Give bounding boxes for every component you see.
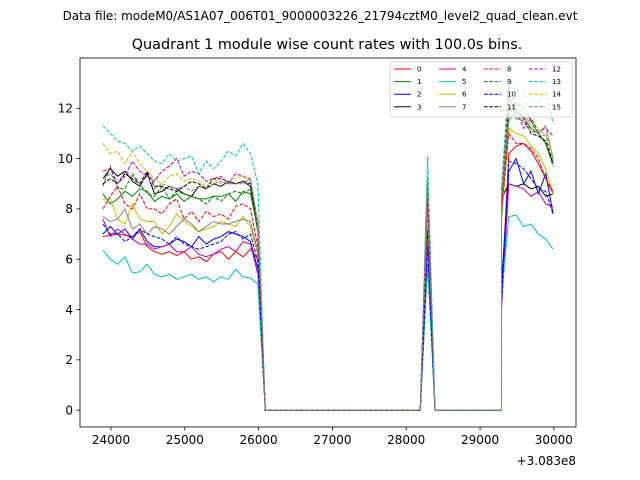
legend-label-8: 8 <box>507 66 511 74</box>
series-line-0 <box>102 142 554 411</box>
legend-label-4: 4 <box>462 66 467 74</box>
series-line-9 <box>102 106 554 411</box>
series-line-15 <box>102 107 554 411</box>
series-line-14 <box>102 99 554 411</box>
series-line-8 <box>102 132 554 411</box>
legend-label-10: 10 <box>507 91 516 99</box>
legend-label-6: 6 <box>462 91 467 99</box>
legend-label-0: 0 <box>417 66 421 74</box>
legend-label-9: 9 <box>507 78 511 86</box>
x-tick-label: 27000 <box>313 433 351 447</box>
x-tick-label: 30000 <box>535 433 573 447</box>
legend-label-3: 3 <box>417 103 421 111</box>
series-line-1 <box>102 102 554 411</box>
x-tick-label: 24000 <box>92 433 130 447</box>
series-line-3 <box>102 167 554 411</box>
legend-label-7: 7 <box>462 103 466 111</box>
y-tick-label: 8 <box>65 202 73 216</box>
legend-label-13: 13 <box>552 78 561 86</box>
legend-label-2: 2 <box>417 91 421 99</box>
x-offset-label: +3.083e8 <box>517 454 576 468</box>
legend-label-5: 5 <box>462 78 466 86</box>
y-tick-label: 0 <box>65 403 73 417</box>
y-tick-label: 10 <box>58 152 73 166</box>
series-line-13 <box>102 76 554 411</box>
legend-label-15: 15 <box>552 103 561 111</box>
y-tick-label: 4 <box>65 303 73 317</box>
figure-suptitle: Data file: modeM0/AS1A07_006T01_90000032… <box>63 9 578 23</box>
series-line-2 <box>102 157 554 411</box>
y-tick-label: 6 <box>65 253 73 267</box>
series-line-11 <box>102 96 554 411</box>
x-tick-label: 25000 <box>166 433 204 447</box>
chart-title: Quadrant 1 module wise count rates with … <box>132 37 523 53</box>
x-tick-label: 28000 <box>387 433 425 447</box>
plot-axes-frame <box>79 57 577 428</box>
legend-label-11: 11 <box>507 103 516 111</box>
legend-frame <box>389 61 573 118</box>
series-line-12 <box>102 85 554 411</box>
series-line-10 <box>102 160 554 411</box>
series-line-7 <box>102 110 554 411</box>
legend-label-12: 12 <box>552 66 561 74</box>
y-tick-label: 12 <box>58 102 73 116</box>
legend-label-14: 14 <box>552 91 561 99</box>
legend-label-1: 1 <box>417 78 421 86</box>
series-line-6 <box>102 127 554 411</box>
axis-ticks: 24000 25000 26000 27000 28000 29000 30000 0 2 4 6 8… <box>58 102 573 447</box>
y-tick-label: 2 <box>65 353 73 367</box>
x-tick-label: 29000 <box>461 433 499 447</box>
series-line-4 <box>102 183 554 411</box>
plot-lines <box>102 76 554 411</box>
x-tick-label: 26000 <box>240 433 278 447</box>
series-line-5 <box>102 214 554 411</box>
